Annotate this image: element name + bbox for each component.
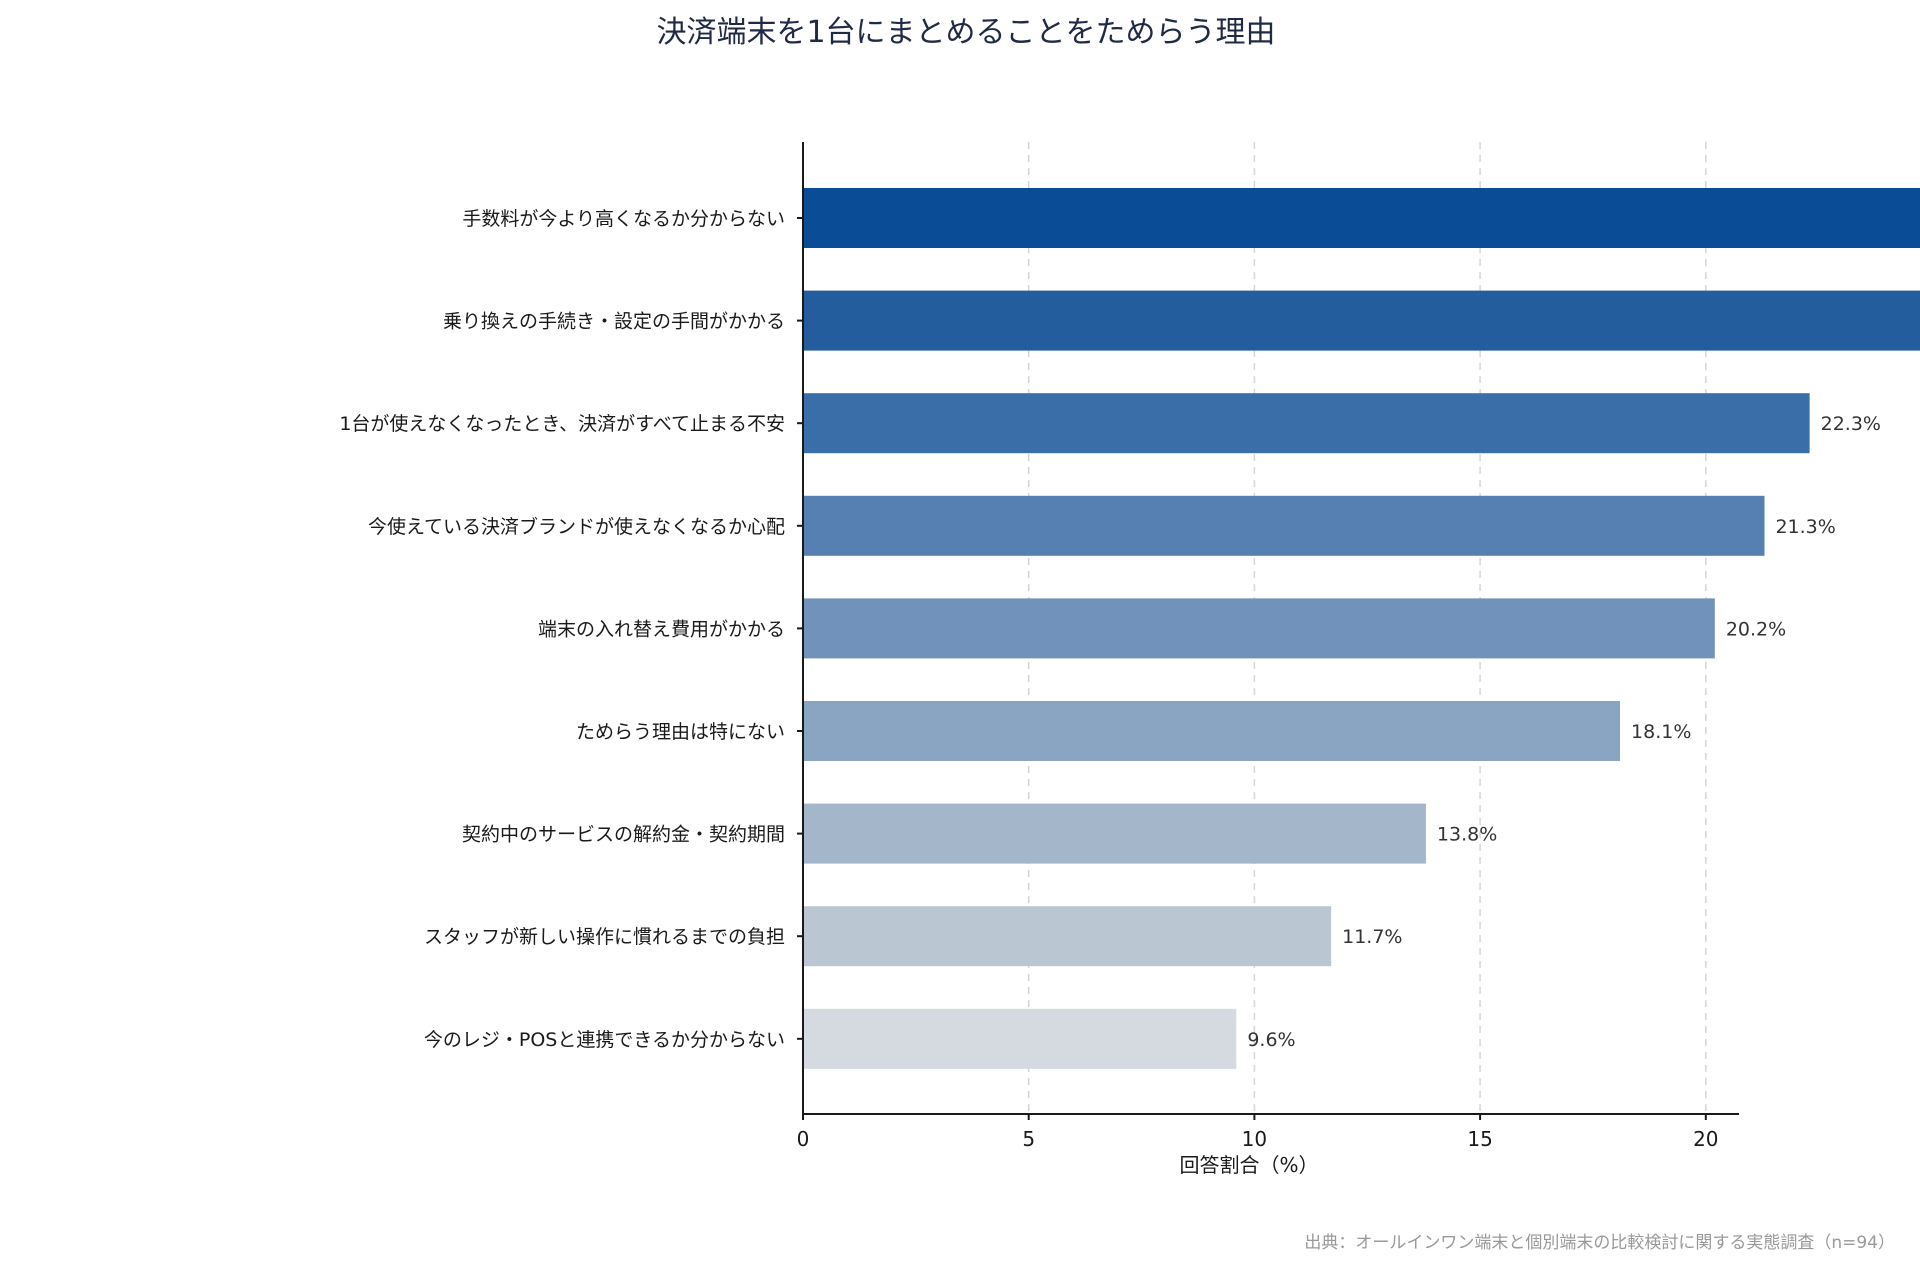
x-tick-label: 25: [1919, 1127, 1920, 1151]
x-tick-label: 10: [1242, 1127, 1267, 1151]
category-label: 端末の入れ替え費用がかかる: [538, 618, 785, 640]
bar: [803, 701, 1621, 761]
data-label: 13.8%: [1437, 824, 1497, 846]
bar: [803, 188, 1920, 248]
data-label: 20.2%: [1726, 618, 1786, 640]
data-label: 22.3%: [1821, 413, 1881, 435]
x-tick-label: 15: [1467, 1127, 1492, 1151]
labels: 手数料が今より高くなるか分からない34.0%乗り換えの手続き・設定の手間がかかる…: [339, 208, 1881, 1051]
source-note: 出典：オールインワン端末と個別端末の比較検討に関する実態調査（n=94）: [1304, 1233, 1895, 1253]
x-tick-label: 5: [1022, 1127, 1035, 1151]
bar: [803, 290, 1920, 351]
bar: [803, 393, 1810, 454]
x-tick-label: 0: [797, 1127, 810, 1151]
bar: [803, 495, 1765, 556]
chart-title: 決済端末を1台にまとめることをためらう理由: [656, 15, 1275, 50]
bar: [803, 598, 1715, 659]
category-label: ためらう理由は特にない: [576, 721, 785, 743]
category-label: 契約中のサービスの解約金・契約期間: [462, 824, 785, 846]
x-axis-title: 回答割合（%）: [1179, 1153, 1318, 1177]
bar: [803, 803, 1426, 864]
data-label: 18.1%: [1631, 721, 1691, 743]
category-label: 乗り換えの手続き・設定の手間がかかる: [443, 311, 785, 333]
bar: [803, 906, 1332, 967]
category-label: 今のレジ・POSと連携できるか分からない: [424, 1029, 785, 1051]
data-label: 9.6%: [1247, 1029, 1295, 1051]
x-tick-label: 20: [1693, 1127, 1718, 1151]
data-label: 11.7%: [1342, 926, 1402, 948]
axes: 0510152025303540: [797, 142, 1920, 1151]
category-label: 手数料が今より高くなるか分からない: [462, 208, 785, 230]
data-label: 21.3%: [1775, 516, 1835, 538]
category-label: 今使えている決済ブランドが使えなくなるか心配: [368, 515, 785, 538]
category-label: スタッフが新しい操作に慣れるまでの負担: [424, 926, 785, 948]
bars: [803, 188, 1920, 1069]
category-label: 1台が使えなくなったとき、決済がすべて止まる不安: [339, 413, 785, 435]
bar: [803, 1008, 1237, 1069]
